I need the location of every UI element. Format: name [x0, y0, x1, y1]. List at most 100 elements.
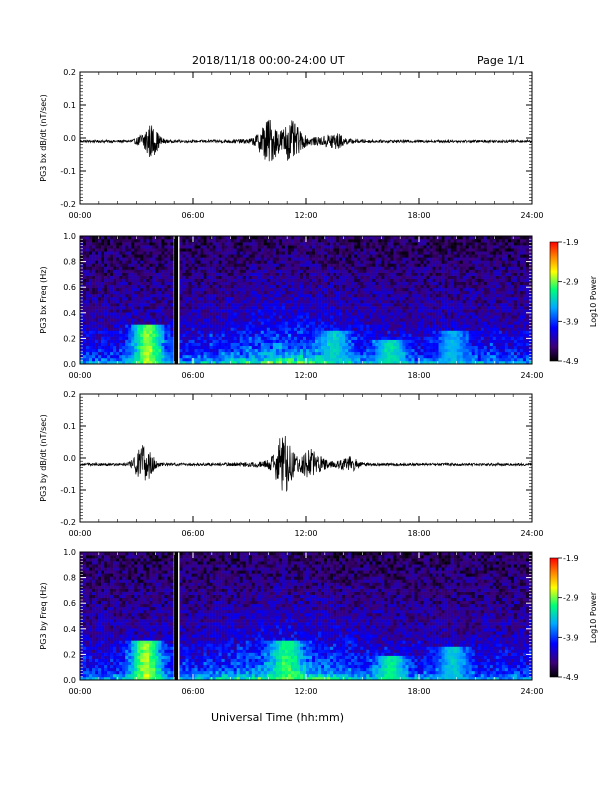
spectrogram-cell [309, 275, 313, 279]
spectrogram-cell [221, 303, 225, 307]
spectrogram-cell [83, 360, 87, 365]
spectrogram-cell [203, 269, 207, 273]
spectrogram-cell [290, 336, 295, 340]
spectrogram-cell [378, 354, 382, 359]
spectrogram-cell [239, 275, 244, 279]
spectrogram-cell [363, 290, 367, 295]
spectrogram-cell [324, 309, 328, 313]
spectrogram-cell [269, 236, 274, 240]
spectrogram-cell [420, 336, 424, 340]
spectrogram-cell [278, 284, 283, 289]
spectrogram-cell [266, 281, 271, 286]
spectrogram-cell [423, 275, 427, 279]
spectrogram-cell [110, 266, 114, 270]
spectrogram-cell [306, 327, 310, 331]
spectrogram-cell [275, 281, 280, 286]
spectrogram-cell [95, 260, 99, 264]
spectrogram-cell [330, 242, 334, 246]
spectrogram-cell [414, 275, 418, 279]
spectrogram-cell [405, 324, 409, 328]
spectrogram-cell [242, 296, 247, 301]
spectrogram-cell [266, 348, 271, 353]
spectrogram-cell [149, 312, 153, 316]
spectrogram-cell [107, 248, 111, 252]
spectrogram-cell [203, 339, 207, 343]
spectrogram-cell [89, 290, 93, 295]
spectrogram-cell [330, 333, 334, 337]
spectrogram-cell [309, 306, 313, 310]
spectrogram-cell [417, 348, 421, 353]
spectrogram-cell [242, 248, 247, 252]
spectrogram-cell [179, 251, 183, 255]
spectrogram-cell [348, 269, 352, 273]
spectrogram-cell [402, 263, 406, 267]
spectrogram-cell [107, 306, 111, 310]
spectrogram-cell [200, 318, 204, 322]
spectrogram-cell [101, 245, 105, 249]
spectrogram-cell [113, 281, 117, 286]
spectrogram-cell [318, 336, 322, 340]
spectrogram-cell [254, 260, 259, 264]
spectrogram-cell [339, 348, 343, 353]
spectrogram-cell [86, 272, 90, 276]
spectrogram-cell [429, 339, 433, 343]
spectrogram-cell [248, 242, 253, 246]
spectrogram-cell [188, 248, 192, 252]
spectrogram-cell [242, 284, 247, 289]
spectrogram-cell [396, 333, 400, 337]
spectrogram-cell [233, 263, 237, 267]
spectrogram-cell [357, 306, 361, 310]
spectrogram-cell [125, 342, 129, 347]
spectrogram-cell [224, 339, 228, 343]
spectrogram-cell [333, 284, 337, 289]
spectrogram-cell [375, 293, 379, 298]
spectrogram-cell [251, 293, 256, 298]
spectrogram-cell [275, 239, 280, 243]
spectrogram-cell [110, 324, 114, 328]
spectrogram-cell [302, 321, 307, 325]
spectrogram-cell [387, 236, 391, 240]
spectrogram-cell [218, 345, 222, 350]
spectrogram-cell [266, 330, 271, 334]
spectrogram-cell [152, 303, 156, 307]
spectrogram-cell [164, 275, 168, 279]
spectrogram-cell [281, 336, 286, 340]
spectrogram-cell [290, 318, 295, 322]
spectrogram-cell [185, 321, 189, 325]
spectrogram-cell [393, 254, 397, 258]
spectrogram-cell [119, 303, 123, 307]
spectrogram-cell [269, 242, 274, 246]
spectrogram-cell [290, 287, 295, 292]
spectrogram-cell [113, 290, 117, 295]
spectrogram-cell [143, 251, 147, 255]
spectrogram-cell [233, 257, 237, 261]
spectrogram-cell [411, 293, 415, 298]
spectrogram-cell [146, 351, 150, 356]
spectrogram-cell [122, 287, 126, 292]
spectrogram-cell [414, 296, 418, 301]
spectrogram-cell [89, 287, 93, 292]
spectrogram-cell [342, 293, 346, 298]
spectrogram-cell [312, 321, 316, 325]
spectrogram-cell [306, 300, 310, 304]
spectrogram-cell [321, 333, 325, 337]
spectrogram-cell [161, 330, 165, 334]
spectrogram-cell [281, 312, 286, 316]
spectrogram-cell [125, 330, 129, 334]
spectrogram-cell [131, 248, 135, 252]
spectrogram-cell [122, 360, 126, 365]
spectrogram-cell [429, 236, 433, 240]
spectrogram-cell [384, 312, 388, 316]
spectrogram-cell [227, 333, 231, 337]
spectrogram-cell [143, 339, 147, 343]
spectrogram-cell [360, 242, 364, 246]
spectrogram-cell [155, 269, 159, 273]
spectrogram-cell [137, 357, 141, 362]
spectrogram-cell [266, 336, 271, 340]
spectrogram-cell [149, 269, 153, 273]
spectrogram-cell [86, 257, 90, 261]
spectrogram-cell [381, 339, 385, 343]
spectrogram-cell [384, 306, 388, 310]
spectrogram-cell [83, 354, 87, 359]
spectrogram-cell [348, 266, 352, 270]
